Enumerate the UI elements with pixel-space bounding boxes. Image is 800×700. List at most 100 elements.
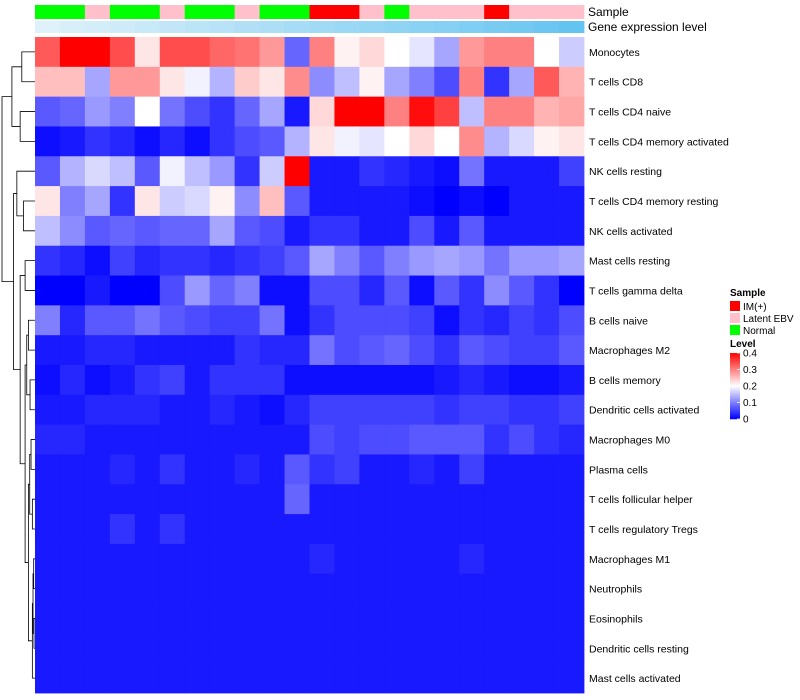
heatmap-cell bbox=[309, 394, 335, 426]
heatmap-cell bbox=[109, 96, 136, 127]
heatmap-cell bbox=[459, 454, 485, 485]
heatmap-cell bbox=[459, 156, 485, 187]
level-legend-gradient-step bbox=[730, 395, 740, 398]
heatmap-cell bbox=[35, 424, 61, 455]
heatmap-cell bbox=[509, 37, 535, 68]
heatmap-cell bbox=[84, 663, 111, 694]
heatmap-cell bbox=[359, 424, 385, 455]
heatmap-cell bbox=[384, 365, 410, 396]
heatmap-cell bbox=[159, 454, 186, 485]
heatmap-cell bbox=[84, 424, 111, 455]
heatmap-cell bbox=[259, 66, 285, 98]
heatmap-cell bbox=[409, 424, 435, 455]
heatmap-cell bbox=[334, 663, 360, 694]
level-legend-title: Level bbox=[730, 339, 756, 350]
heatmap-cell bbox=[259, 543, 285, 575]
sample-annotation-cell bbox=[284, 5, 310, 19]
gene-expression-annotation-cell bbox=[184, 21, 211, 33]
heatmap-cell bbox=[409, 514, 435, 545]
heatmap-cell bbox=[59, 573, 86, 604]
heatmap-cell bbox=[359, 633, 385, 664]
heatmap-cell bbox=[234, 275, 260, 306]
heatmap-cell bbox=[509, 454, 535, 485]
heatmap-cell bbox=[559, 603, 585, 634]
sample-annotation-cell bbox=[159, 5, 186, 19]
heatmap-cell bbox=[159, 186, 186, 217]
heatmap-cell bbox=[159, 215, 186, 247]
heatmap-cell bbox=[509, 394, 535, 426]
level-legend-gradient-step bbox=[730, 374, 740, 377]
level-legend-tick-label: 0.4 bbox=[743, 349, 757, 360]
heatmap-cell bbox=[209, 215, 236, 247]
row-label: NK cells resting bbox=[589, 166, 662, 178]
gene-expression-annotation-cell bbox=[35, 21, 61, 33]
level-legend-gradient-step bbox=[730, 371, 740, 374]
heatmap-cell bbox=[284, 305, 310, 336]
heatmap-cell bbox=[534, 305, 560, 336]
heatmap-cell bbox=[159, 663, 186, 694]
level-legend-gradient-step bbox=[730, 417, 740, 420]
heatmap-cell bbox=[234, 335, 260, 366]
heatmap-cell bbox=[484, 215, 510, 247]
sample-annotation-cell bbox=[509, 5, 535, 19]
heatmap-cell bbox=[309, 663, 335, 694]
level-legend-gradient-step bbox=[730, 409, 740, 412]
heatmap-cell bbox=[459, 66, 485, 98]
row-label: Monocytes bbox=[589, 47, 640, 59]
heatmap-cell bbox=[59, 37, 86, 68]
heatmap-cell bbox=[484, 484, 510, 515]
row-label: Macrophages M0 bbox=[589, 435, 670, 447]
row-dendrogram bbox=[1, 51, 35, 679]
heatmap-cell bbox=[109, 454, 136, 485]
heatmap-cell bbox=[59, 514, 86, 545]
heatmap-cell bbox=[309, 156, 335, 187]
level-legend-gradient-step bbox=[730, 361, 740, 364]
heatmap-cell bbox=[84, 245, 111, 276]
heatmap-cell bbox=[459, 96, 485, 127]
heatmap-cell bbox=[184, 245, 211, 276]
heatmap-cell bbox=[159, 543, 186, 575]
heatmap-cell bbox=[59, 215, 86, 247]
heatmap-cell bbox=[209, 245, 236, 276]
heatmap-cell bbox=[109, 424, 136, 455]
gene-expression-annotation-cell bbox=[259, 21, 285, 33]
heatmap-cell bbox=[409, 275, 435, 306]
heatmap-cell bbox=[84, 156, 111, 187]
heatmap-cell bbox=[234, 603, 260, 634]
row-label: T cells regulatory Tregs bbox=[589, 524, 698, 536]
heatmap-cell bbox=[359, 603, 385, 634]
heatmap-cell bbox=[109, 335, 136, 366]
level-legend-gradient-step bbox=[730, 407, 740, 410]
heatmap-cell bbox=[309, 186, 335, 217]
heatmap-cell bbox=[59, 186, 86, 217]
heatmap-cell bbox=[559, 275, 585, 306]
heatmap-cell bbox=[59, 633, 86, 664]
heatmap-cell bbox=[209, 543, 236, 575]
heatmap-cell bbox=[384, 126, 410, 157]
heatmap-cell bbox=[359, 126, 385, 157]
heatmap-cell bbox=[234, 454, 260, 485]
heatmap-cell bbox=[459, 335, 485, 366]
heatmap-cell bbox=[434, 514, 460, 545]
heatmap-cell bbox=[184, 186, 211, 217]
heatmap-cell bbox=[209, 275, 236, 306]
heatmap-cell bbox=[559, 245, 585, 276]
level-legend-gradient-step bbox=[730, 402, 740, 405]
level-legend-gradient-step bbox=[730, 405, 740, 408]
heatmap-cell bbox=[434, 245, 460, 276]
heatmap-cell bbox=[434, 215, 460, 247]
heatmap-cell bbox=[184, 633, 211, 664]
heatmap-cell bbox=[384, 543, 410, 575]
heatmap-cell bbox=[409, 603, 435, 634]
heatmap-cell bbox=[59, 543, 86, 575]
heatmap-cell bbox=[234, 424, 260, 455]
heatmap-cell bbox=[84, 66, 111, 98]
heatmap-cell bbox=[459, 543, 485, 575]
heatmap-cell bbox=[134, 543, 161, 575]
dendrogram-branch bbox=[19, 111, 35, 142]
heatmap-cell bbox=[159, 126, 186, 157]
heatmap-cell bbox=[359, 543, 385, 575]
heatmap-cell bbox=[159, 603, 186, 634]
heatmap-cell bbox=[284, 394, 310, 426]
